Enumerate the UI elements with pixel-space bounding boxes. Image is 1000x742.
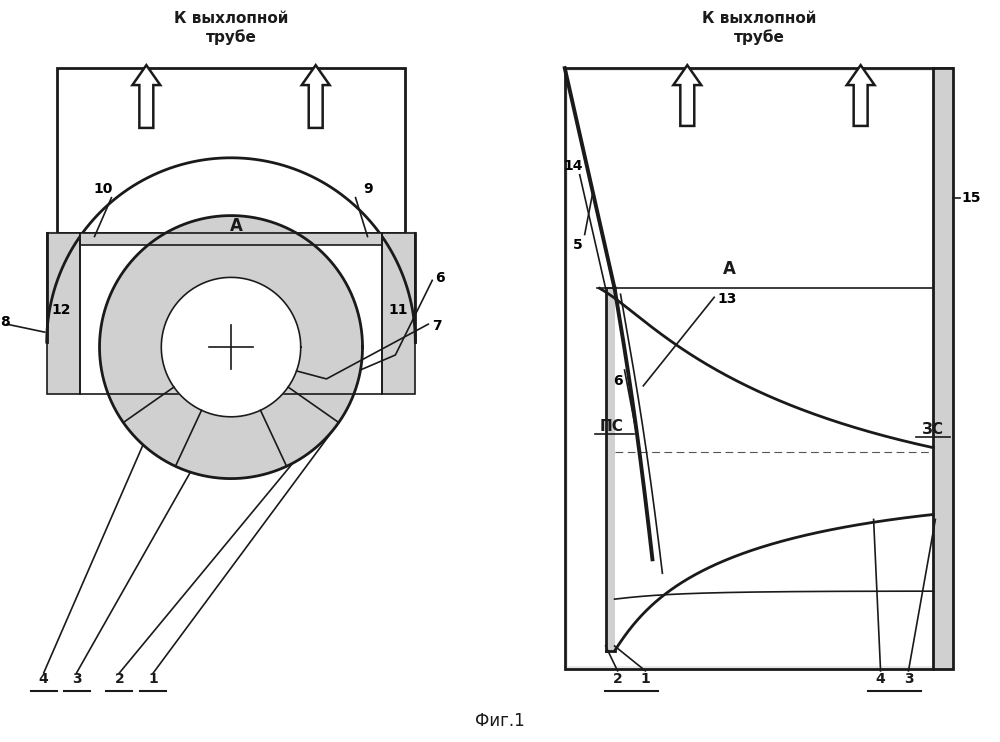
Bar	[80, 232, 382, 246]
Bar	[568, 71, 950, 666]
Text: ЗС: ЗС	[922, 422, 944, 437]
Bar	[80, 232, 382, 394]
Polygon shape	[100, 216, 363, 479]
Text: 2: 2	[613, 672, 622, 686]
Text: 3: 3	[72, 672, 81, 686]
Text: А: А	[723, 260, 736, 278]
Bar	[565, 68, 953, 669]
Text: 3: 3	[904, 672, 913, 686]
Polygon shape	[847, 65, 875, 126]
Text: 5: 5	[573, 237, 583, 252]
Text: Фиг.1: Фиг.1	[475, 712, 525, 729]
Text: 4: 4	[876, 672, 885, 686]
Text: А: А	[230, 217, 242, 234]
Bar	[57, 68, 405, 232]
Text: 1: 1	[148, 672, 158, 686]
Polygon shape	[132, 65, 160, 128]
Bar	[382, 232, 415, 394]
Text: 2: 2	[115, 672, 124, 686]
Text: К выхлопной
трубе: К выхлопной трубе	[174, 11, 288, 45]
Text: 6: 6	[435, 272, 445, 286]
Polygon shape	[161, 278, 301, 417]
Bar	[565, 68, 953, 669]
Polygon shape	[302, 65, 330, 128]
Text: 13: 13	[717, 292, 737, 306]
Text: 10: 10	[94, 182, 113, 196]
Text: 7: 7	[432, 319, 442, 333]
Text: 1: 1	[641, 672, 650, 686]
Text: 14: 14	[563, 159, 582, 173]
Bar	[606, 289, 615, 651]
Polygon shape	[47, 158, 415, 342]
Text: 15: 15	[961, 191, 981, 205]
Text: 6: 6	[613, 374, 622, 388]
Text: ПС: ПС	[600, 419, 624, 434]
Text: 4: 4	[39, 672, 49, 686]
Text: 9: 9	[364, 182, 373, 196]
Text: 12: 12	[52, 303, 71, 318]
Text: К выхлопной
трубе: К выхлопной трубе	[702, 11, 816, 45]
Text: 8: 8	[0, 315, 10, 329]
Bar	[47, 232, 80, 394]
Text: 11: 11	[389, 303, 408, 318]
Polygon shape	[673, 65, 701, 126]
Bar	[933, 68, 953, 669]
